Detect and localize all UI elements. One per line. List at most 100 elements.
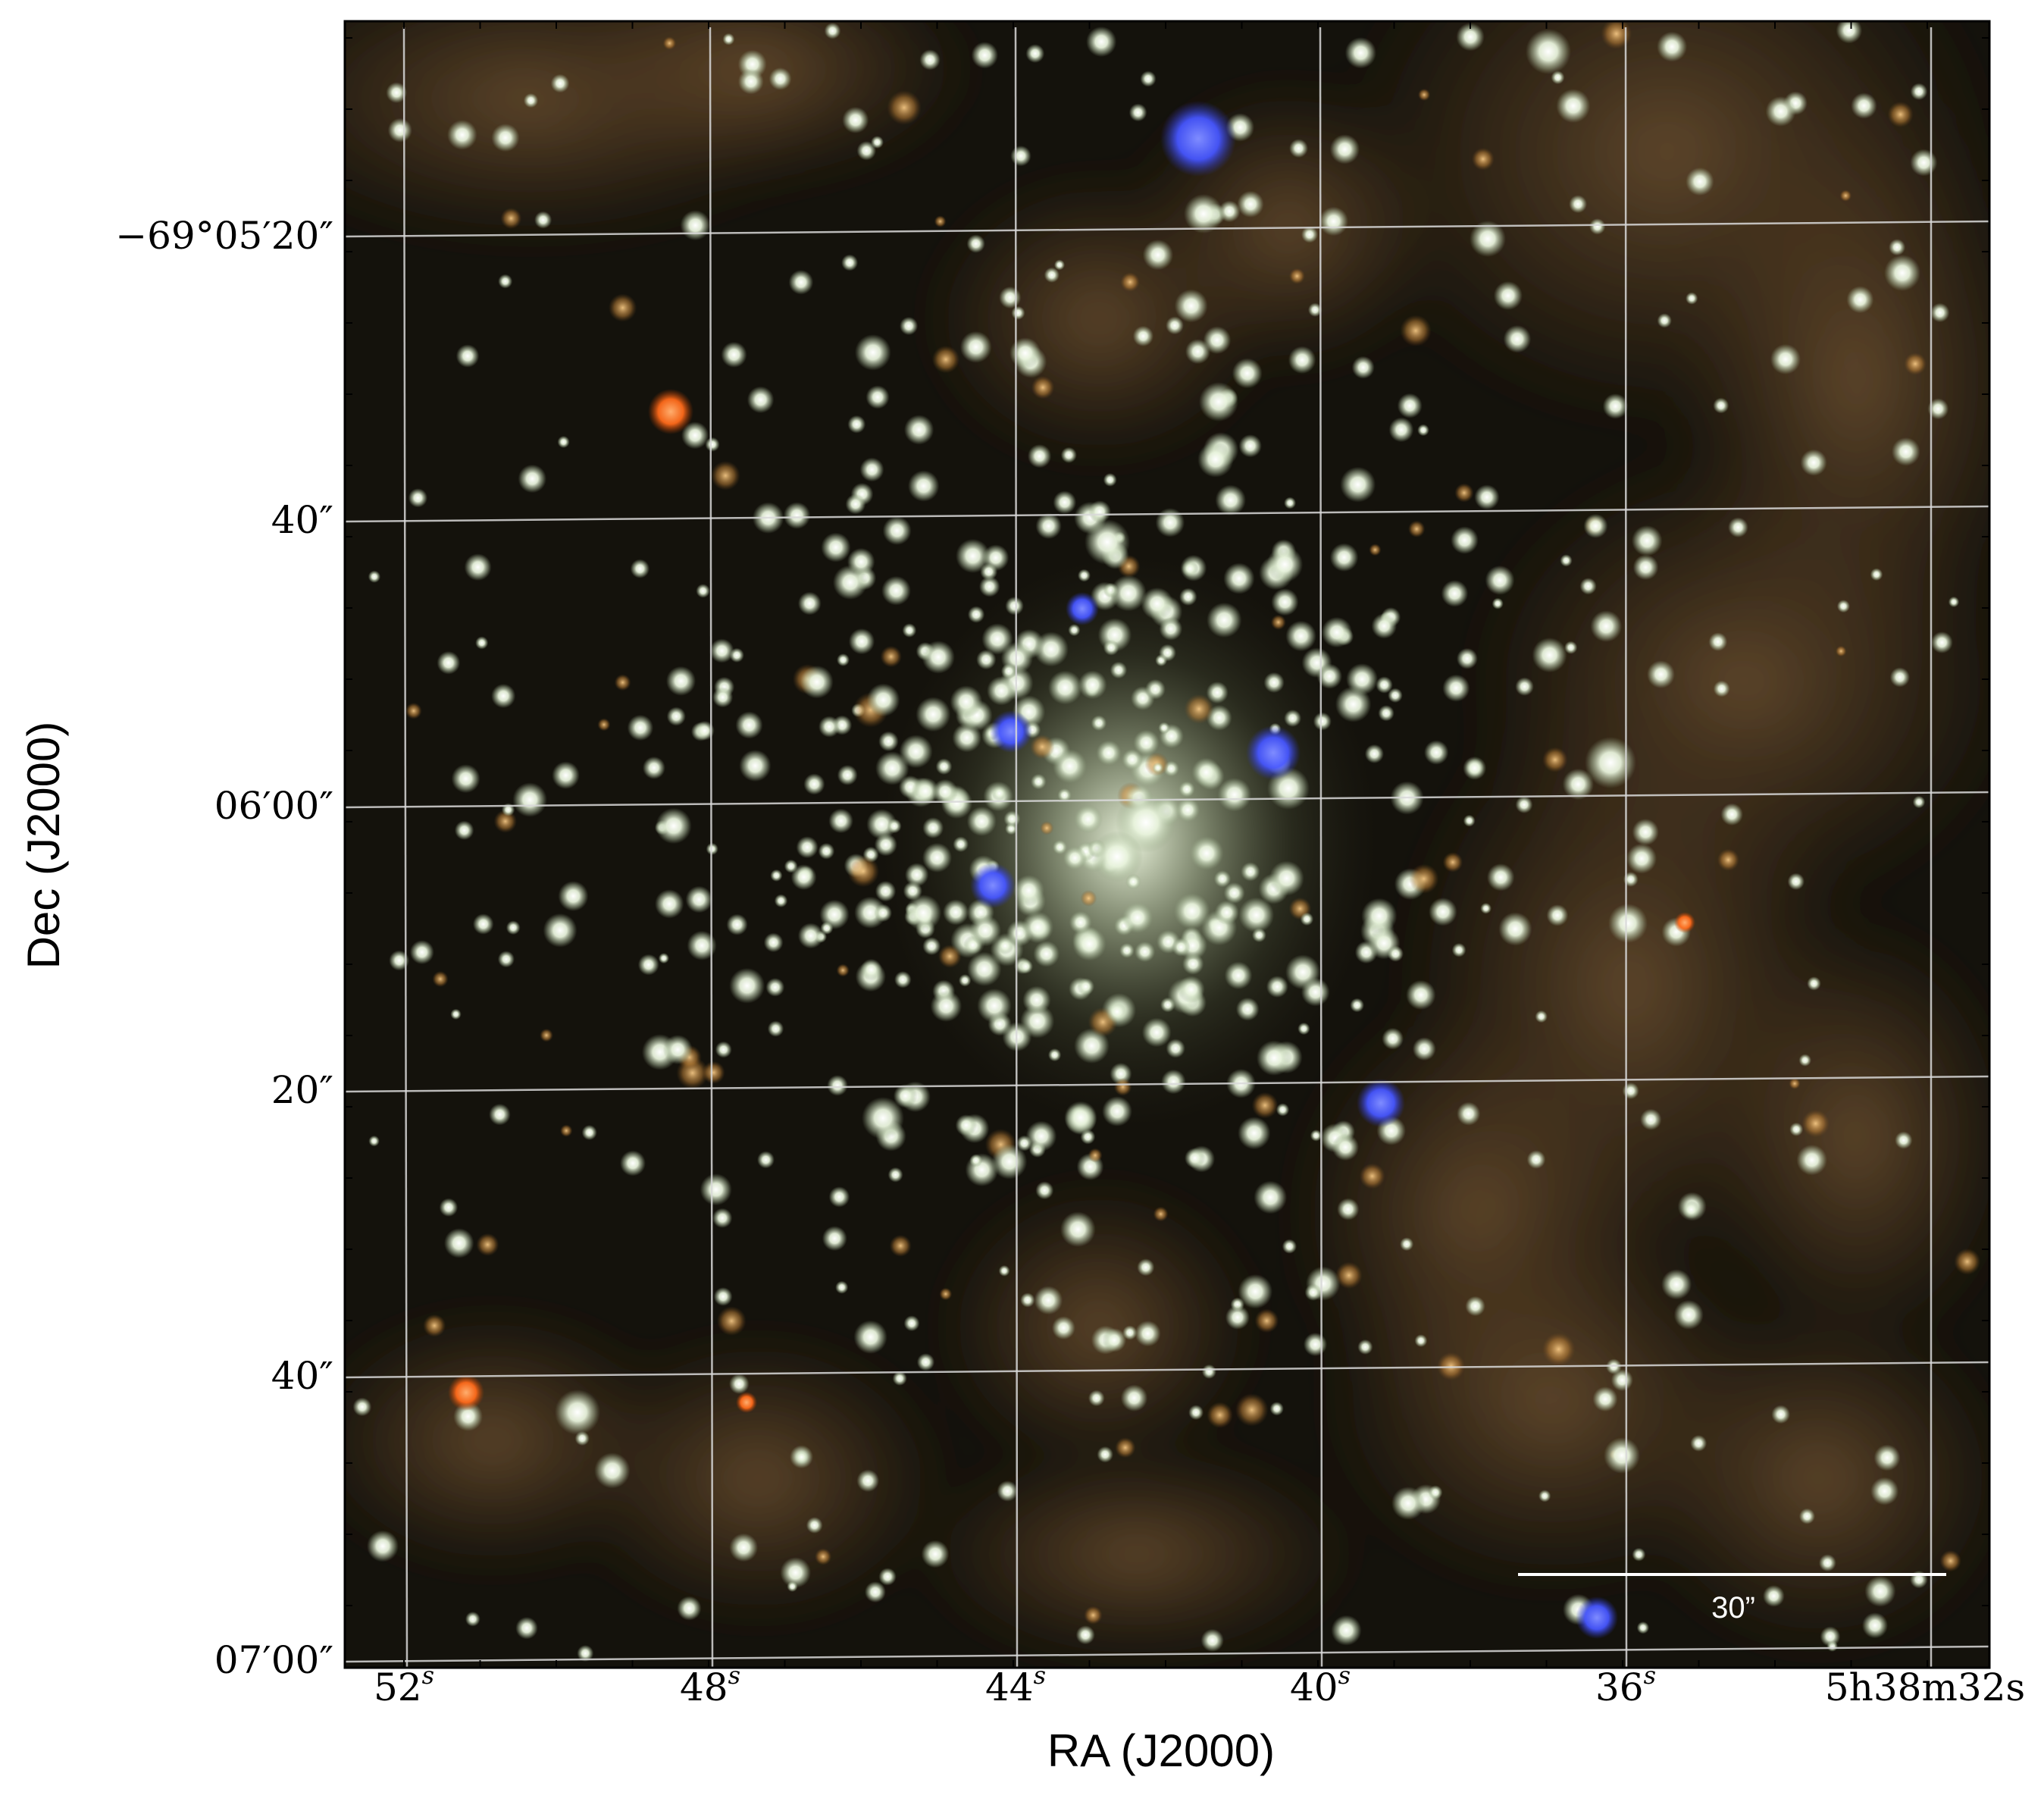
star <box>1589 218 1606 235</box>
star <box>1282 1239 1297 1254</box>
star <box>874 904 892 923</box>
star <box>1388 417 1414 443</box>
star <box>1889 239 1906 256</box>
star <box>1016 1135 1033 1151</box>
star <box>1765 96 1796 127</box>
star <box>1910 149 1938 177</box>
star <box>894 971 912 989</box>
star <box>1080 890 1097 907</box>
star <box>1029 734 1055 760</box>
star <box>685 885 713 913</box>
star <box>1889 667 1910 688</box>
star <box>1770 343 1801 374</box>
star <box>969 914 1001 947</box>
star <box>892 1371 907 1386</box>
ra-tick-label-52: 52s <box>374 1661 434 1709</box>
star <box>1155 508 1185 537</box>
star <box>790 864 817 891</box>
star <box>921 1540 950 1568</box>
star <box>694 720 715 741</box>
star <box>1632 554 1659 581</box>
star <box>1119 942 1135 958</box>
star <box>1798 1054 1811 1067</box>
star <box>900 316 919 336</box>
blue-star <box>1160 101 1236 177</box>
star <box>1787 873 1805 891</box>
star <box>1000 663 1017 679</box>
star <box>854 334 891 371</box>
star <box>1238 897 1275 933</box>
star <box>971 42 999 69</box>
star <box>967 606 985 623</box>
star <box>1235 997 1260 1021</box>
star <box>1120 1384 1148 1412</box>
star <box>856 1469 880 1493</box>
star <box>1203 326 1232 355</box>
star <box>1288 268 1305 284</box>
star <box>1215 484 1246 516</box>
star <box>1382 1027 1404 1050</box>
star <box>1631 525 1663 556</box>
bright-star <box>1184 194 1223 233</box>
star <box>1160 997 1175 1013</box>
frame-ticks <box>345 21 1989 1668</box>
star <box>1796 1144 1827 1176</box>
star <box>515 1616 538 1640</box>
star <box>1047 1048 1062 1062</box>
star <box>1161 1069 1186 1095</box>
star <box>806 1517 823 1534</box>
star <box>712 1208 733 1229</box>
star <box>1263 672 1285 694</box>
star <box>1031 375 1055 399</box>
star <box>950 685 983 718</box>
star <box>1047 670 1082 705</box>
star <box>880 645 902 668</box>
star <box>465 1611 480 1627</box>
star <box>837 653 850 666</box>
star <box>797 591 822 616</box>
star <box>908 470 940 502</box>
star <box>1142 240 1174 271</box>
star <box>454 820 474 841</box>
nebula-patch <box>909 1440 1364 1668</box>
star <box>1763 1585 1785 1607</box>
star <box>1463 756 1487 780</box>
star <box>1442 674 1470 702</box>
star <box>1562 768 1595 801</box>
star <box>1408 520 1426 537</box>
star <box>774 894 788 908</box>
star <box>1364 744 1384 764</box>
star <box>1159 617 1183 641</box>
star <box>1424 740 1449 765</box>
star <box>1579 578 1597 595</box>
star <box>1152 762 1164 774</box>
bright-star <box>555 1390 600 1435</box>
star <box>887 819 902 834</box>
star <box>1218 200 1241 223</box>
star <box>1068 624 1081 637</box>
star <box>1158 722 1170 734</box>
star <box>1033 940 1060 967</box>
star <box>1441 580 1469 607</box>
star <box>828 808 853 834</box>
star <box>729 967 765 1004</box>
star <box>1301 226 1319 243</box>
star <box>1254 1308 1279 1333</box>
star <box>1304 1283 1322 1302</box>
star <box>1184 694 1214 724</box>
star <box>1133 729 1160 757</box>
star <box>1818 1554 1836 1572</box>
star <box>658 953 670 964</box>
star <box>1428 1485 1443 1500</box>
red-star <box>448 1374 484 1411</box>
star <box>1115 1437 1136 1459</box>
star <box>534 211 552 229</box>
star <box>893 1083 918 1108</box>
star <box>1188 1405 1204 1421</box>
star <box>1939 1549 1961 1572</box>
star <box>1378 705 1394 722</box>
star <box>1074 1028 1110 1064</box>
star <box>768 67 792 90</box>
star <box>859 457 884 482</box>
star <box>1128 103 1147 122</box>
